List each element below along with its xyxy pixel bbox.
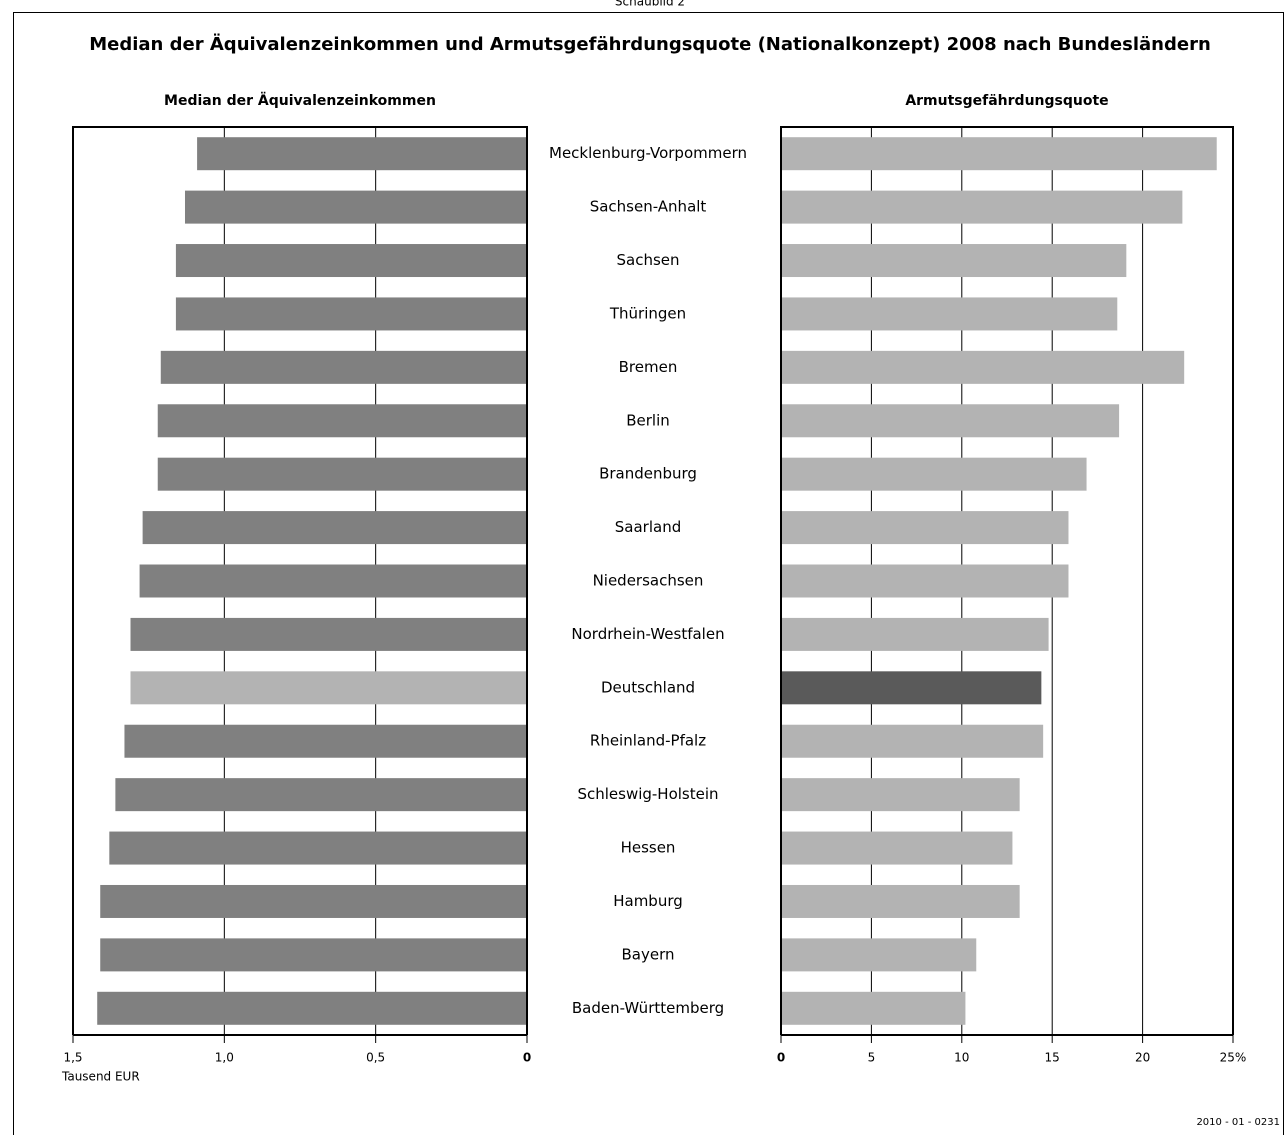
bar bbox=[109, 831, 527, 865]
x-tick-label: 5 bbox=[868, 1051, 876, 1065]
category-label: Brandenburg bbox=[599, 465, 697, 483]
category-label: Niedersachsen bbox=[593, 572, 704, 590]
bar bbox=[781, 671, 1042, 705]
bar bbox=[781, 991, 966, 1025]
x-tick-label: 0 bbox=[777, 1051, 785, 1065]
category-label: Bremen bbox=[619, 358, 678, 376]
bar bbox=[124, 724, 527, 758]
x-tick-label: 10 bbox=[954, 1051, 969, 1065]
bar bbox=[160, 350, 528, 384]
bar bbox=[781, 831, 1013, 865]
bar bbox=[197, 137, 528, 171]
bar bbox=[781, 938, 977, 972]
bar bbox=[175, 297, 527, 331]
category-label: Hessen bbox=[621, 839, 676, 857]
category-label: Rheinland-Pfalz bbox=[590, 732, 706, 750]
frame bbox=[13, 12, 1284, 1135]
panel-frame bbox=[72, 126, 528, 1035]
bar bbox=[130, 671, 528, 705]
category-label: Schleswig-Holstein bbox=[577, 785, 718, 803]
category-label: Berlin bbox=[626, 411, 670, 429]
x-tick-label: 25% bbox=[1220, 1051, 1247, 1065]
x-tick-label: 1,0 bbox=[215, 1051, 234, 1065]
bar bbox=[781, 244, 1127, 278]
category-label: Nordrhein-Westfalen bbox=[571, 625, 724, 643]
bar bbox=[781, 297, 1118, 331]
bar bbox=[139, 564, 527, 598]
bar bbox=[781, 884, 1020, 918]
bar bbox=[781, 511, 1069, 545]
bar bbox=[781, 137, 1217, 171]
bar bbox=[781, 404, 1120, 438]
category-label: Saarland bbox=[615, 518, 681, 536]
source-note: 2010 - 01 - 0231 bbox=[1196, 1117, 1280, 1128]
bar bbox=[781, 190, 1183, 224]
category-label: Hamburg bbox=[613, 892, 683, 910]
panel-title: Armutsgefährdungsquote bbox=[905, 93, 1108, 109]
bar bbox=[100, 938, 528, 972]
bar bbox=[781, 778, 1020, 812]
bar bbox=[130, 617, 528, 651]
x-tick-label: 20 bbox=[1135, 1051, 1150, 1065]
category-label: Sachsen bbox=[616, 251, 679, 269]
bar bbox=[157, 457, 527, 491]
panel-title: Median der Äquivalenzeinkommen bbox=[164, 92, 436, 109]
bar bbox=[157, 404, 527, 438]
bar bbox=[97, 991, 528, 1025]
category-label: Thüringen bbox=[609, 304, 686, 322]
category-label: Deutschland bbox=[601, 678, 695, 696]
bar bbox=[781, 617, 1049, 651]
category-label: Baden-Württemberg bbox=[572, 999, 724, 1017]
bar bbox=[781, 350, 1185, 384]
bar bbox=[100, 884, 528, 918]
category-label: Mecklenburg-Vorpommern bbox=[549, 144, 747, 162]
panel-frame bbox=[780, 126, 1234, 1035]
x-axis-label: Tausend EUR bbox=[61, 1070, 140, 1084]
x-tick-label: 0 bbox=[523, 1051, 531, 1065]
x-tick-label: 1,5 bbox=[63, 1051, 82, 1065]
x-tick-label: 0,5 bbox=[366, 1051, 385, 1065]
x-tick-label: 15 bbox=[1045, 1051, 1060, 1065]
bar bbox=[781, 564, 1069, 598]
bar bbox=[781, 457, 1087, 491]
category-label: Bayern bbox=[622, 945, 675, 963]
bar bbox=[115, 778, 527, 812]
bar bbox=[184, 190, 527, 224]
category-label: Sachsen-Anhalt bbox=[590, 198, 707, 216]
bar bbox=[781, 724, 1044, 758]
figure-label: Schaubild 2 bbox=[615, 0, 685, 9]
bar bbox=[175, 244, 527, 278]
chart-title: Median der Äquivalenzeinkommen und Armut… bbox=[89, 33, 1211, 55]
bar bbox=[142, 511, 527, 545]
